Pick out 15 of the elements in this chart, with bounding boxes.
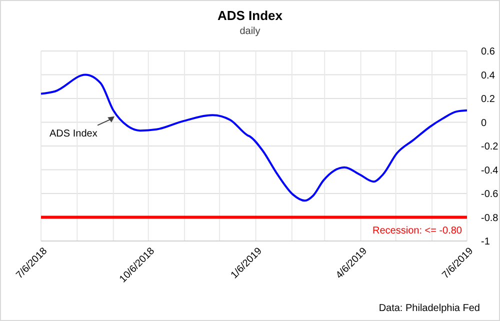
y-tick-label: 0.2 bbox=[481, 94, 496, 105]
y-tick-label: 0 bbox=[481, 118, 487, 129]
y-tick-label: -0.4 bbox=[481, 165, 499, 176]
y-tick-label: -0.6 bbox=[481, 189, 499, 200]
y-tick-label: -1 bbox=[481, 236, 490, 248]
y-tick-label: -0.8 bbox=[481, 212, 499, 224]
y-tick-label: 0.6 bbox=[481, 46, 496, 58]
text: Data: Philadelphia Fed bbox=[378, 303, 480, 314]
y-tick-label: 0.4 bbox=[481, 70, 496, 82]
chart-title: ADS Index bbox=[217, 8, 284, 23]
line-series bbox=[40, 74, 468, 202]
annotation: ADS Index bbox=[50, 128, 98, 140]
ref-line-label: Recession: <= -0.80 bbox=[372, 225, 462, 236]
chart-subtitle: daily bbox=[240, 26, 260, 37]
y-tick-label: -0.2 bbox=[481, 142, 499, 152]
